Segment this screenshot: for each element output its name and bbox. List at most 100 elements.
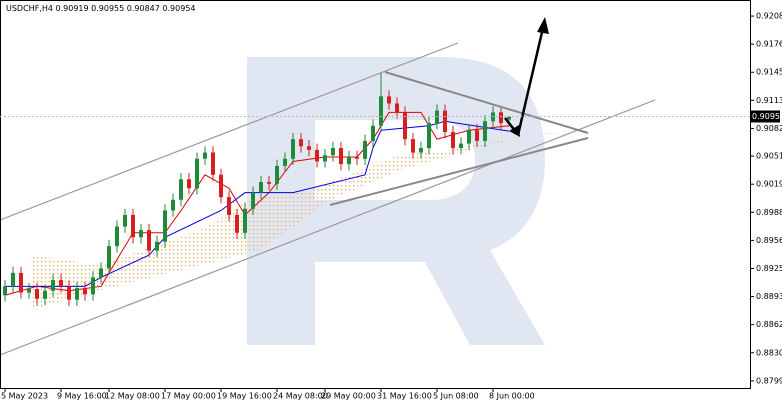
- candle-body: [291, 139, 295, 159]
- y-tick-label: 0.88305: [756, 348, 782, 357]
- candle-body: [171, 199, 175, 211]
- candle-body: [347, 156, 351, 165]
- candle-body: [75, 288, 79, 300]
- candle-body: [403, 112, 407, 140]
- candle-body: [203, 152, 207, 159]
- candle-body: [331, 148, 335, 156]
- y-tick-label: 0.87990: [756, 376, 782, 385]
- candle-body: [59, 280, 63, 287]
- candle-body: [283, 158, 287, 166]
- open-value: 0.90919: [56, 4, 89, 13]
- candle-body: [475, 130, 479, 141]
- candle-body: [179, 179, 183, 200]
- annotations: [0, 17, 656, 356]
- channel-upper: [0, 42, 459, 221]
- arrow-head: [509, 125, 520, 137]
- candle-body: [67, 286, 71, 300]
- candle-body: [355, 156, 359, 159]
- x-tick-label: 17 May 00:00: [161, 392, 216, 401]
- x-tick-label: 9 May 16:00: [57, 392, 107, 401]
- price-tag-label: 0.90954: [752, 112, 782, 121]
- candle-body: [451, 132, 455, 149]
- arrow-head: [537, 17, 549, 34]
- x-tick-label: 31 May 16:00: [377, 392, 432, 401]
- channel-lower: [0, 99, 656, 356]
- x-tick-label: 5 Jun 08:00: [433, 392, 479, 401]
- candle-body: [235, 214, 239, 233]
- candle-body: [19, 272, 23, 293]
- candle-body: [339, 148, 343, 165]
- x-tick-label: 29 May 00:00: [321, 392, 376, 401]
- x-tick-label: 12 May 08:00: [105, 392, 160, 401]
- triangle-upper: [384, 71, 589, 134]
- y-tick-label: 0.91135: [756, 96, 782, 105]
- candle-body: [91, 277, 95, 295]
- y-tick-label: 0.90195: [756, 180, 782, 189]
- candle-body: [299, 139, 303, 147]
- candle-body: [387, 96, 391, 104]
- y-tick-label: 0.89565: [756, 236, 782, 245]
- candle-body: [459, 143, 463, 149]
- x-tick-label: 24 May 08:00: [273, 392, 328, 401]
- candle-body: [507, 116, 511, 120]
- candle-body: [123, 214, 127, 227]
- candle-body: [419, 148, 423, 153]
- plot-frame: [0, 0, 751, 389]
- candle-body: [131, 214, 135, 238]
- candle-body: [187, 179, 191, 189]
- candle-body: [323, 155, 327, 162]
- candle-body: [83, 288, 87, 295]
- symbol-label: USDCHF,H4 0.90919 0.90955 0.90847 0.9095…: [6, 4, 196, 13]
- candle-body: [147, 230, 151, 251]
- candle-body: [411, 139, 415, 153]
- candle-body: [3, 286, 7, 296]
- candle-body: [195, 158, 199, 189]
- x-tick-label: 19 May 16:00: [217, 392, 272, 401]
- symbol: USDCHF,H4: [6, 4, 53, 13]
- candle-body: [139, 230, 143, 238]
- candle-body: [483, 121, 487, 141]
- candle-body: [155, 241, 159, 251]
- high-value: 0.90955: [91, 4, 124, 13]
- candle-body: [443, 110, 447, 133]
- triangle-lower: [329, 137, 589, 206]
- candle-body: [115, 226, 119, 247]
- candle-body: [43, 290, 47, 299]
- candle-body: [499, 112, 503, 124]
- y-tick-label: 0.88935: [756, 292, 782, 301]
- candle-body: [27, 288, 31, 293]
- candle-body: [99, 268, 103, 278]
- plot: [3, 72, 511, 306]
- candle-body: [259, 181, 263, 193]
- candle-body: [243, 208, 247, 233]
- candle-body: [467, 130, 471, 144]
- candle-body: [107, 246, 111, 269]
- candle-body: [211, 152, 215, 175]
- candle-body: [35, 288, 39, 299]
- candle-body: [11, 272, 15, 287]
- candle-body: [427, 123, 431, 149]
- candle-body: [163, 210, 167, 242]
- forecast-arrow: [516, 27, 545, 136]
- candle-body: [267, 181, 271, 184]
- candle-body: [363, 140, 367, 159]
- candle-body: [307, 146, 311, 150]
- candle-body: [251, 192, 255, 209]
- candle-body: [395, 103, 399, 113]
- candle-body: [227, 197, 231, 215]
- x-tick-label: 8 Jun 00:00: [489, 392, 535, 401]
- x-tick-label: 5 May 2023: [1, 392, 48, 401]
- low-value: 0.90847: [127, 4, 160, 13]
- y-tick-label: 0.91765: [756, 40, 782, 49]
- close-value: 0.90954: [162, 4, 195, 13]
- candle-body: [379, 96, 383, 126]
- ichimoku-cloud: [30, 130, 590, 310]
- price-tag: [750, 110, 780, 123]
- candle-body: [51, 280, 55, 291]
